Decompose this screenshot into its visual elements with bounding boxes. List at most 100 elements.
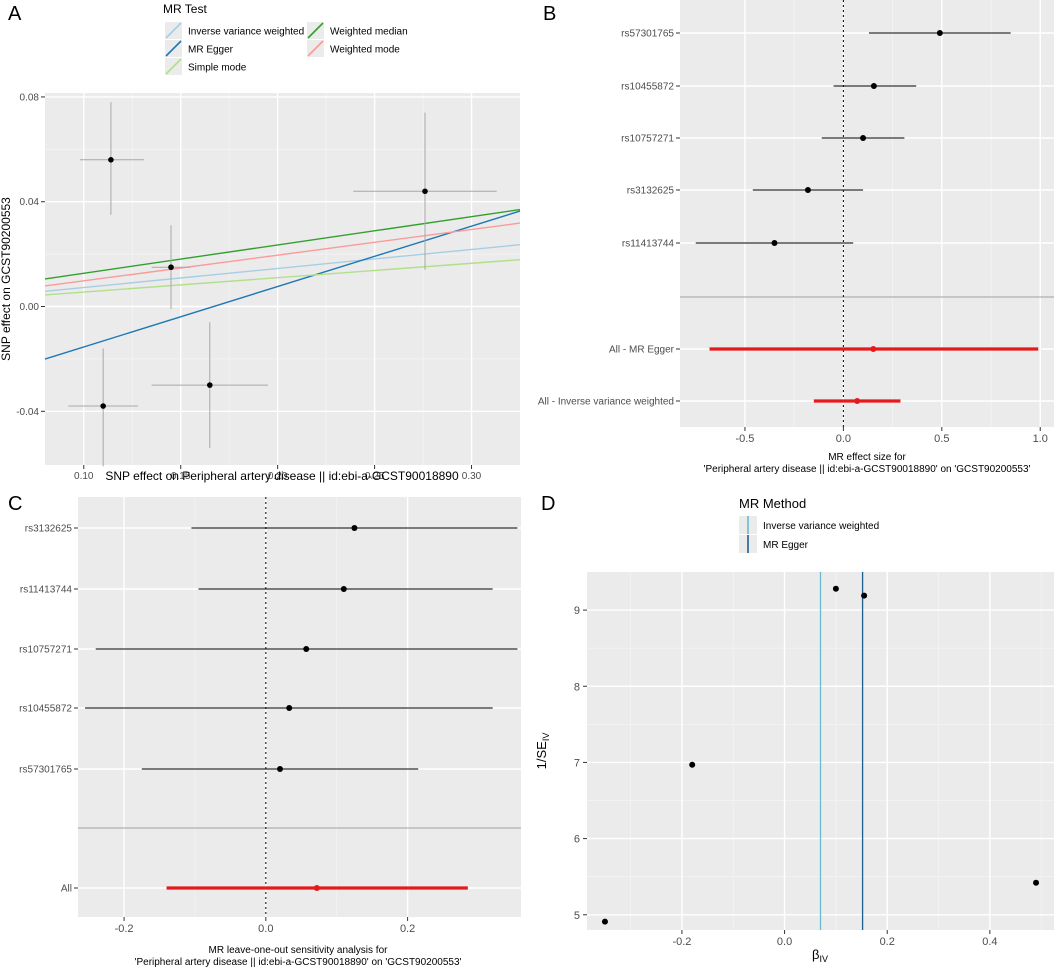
row-label: rs57301765	[621, 29, 674, 40]
x-axis-label-a: SNP effect on Peripheral artery disease …	[105, 469, 459, 483]
legend-label: MR Egger	[188, 45, 234, 56]
x-axis-label-c: 'Peripheral artery disease || id:ebi-a-G…	[135, 957, 462, 968]
y-tick-label: 0.08	[20, 92, 40, 103]
row-label: rs11413744	[20, 585, 73, 596]
data-point	[1033, 879, 1040, 886]
data-point	[100, 403, 106, 409]
row-label: All - Inverse variance weighted	[538, 397, 674, 408]
row-label: rs10455872	[621, 82, 674, 93]
x-tick-label: 0.5	[934, 433, 949, 445]
legend-key-line	[165, 40, 182, 57]
y-tick-label: 8	[574, 681, 580, 693]
legend-d: MR Method Inverse variance weighted MR Egg…	[739, 496, 879, 553]
axes-b: -0.5 0.0 0.5 1.0 rs57301765 rs10455872 rs10757…	[538, 29, 1048, 446]
regression-line	[44, 210, 521, 360]
data-point	[832, 585, 839, 592]
effect-point	[771, 240, 778, 246]
x-axis-label-d-main: β	[812, 947, 819, 962]
row-label: rs10757271	[621, 134, 674, 145]
panel-c: C -0.2 0.0 0.2 rs3132625 rs11413744 rs1075727…	[8, 493, 521, 968]
effect-point	[286, 705, 293, 711]
x-tick-label: 0.20	[268, 471, 288, 482]
row-label: rs10757271	[19, 645, 72, 656]
axes-c: -0.2 0.0 0.2 rs3132625 rs11413744 rs10757271 r…	[19, 524, 415, 936]
data-point	[422, 188, 428, 195]
effect-point	[860, 135, 867, 141]
x-tick-label: -0.2	[115, 923, 134, 935]
x-tick-label: 0.30	[462, 471, 482, 482]
legend-key-line	[307, 22, 324, 39]
regression-lines-a	[44, 208, 521, 360]
effect-point	[804, 187, 811, 193]
data-point	[861, 592, 868, 599]
effect-point	[936, 30, 943, 36]
data-point	[168, 264, 174, 271]
y-tick-label: 9	[574, 605, 580, 617]
x-tick-label: -0.2	[672, 936, 691, 948]
panel-b: B -0.5 0.0 0.5 1.0 rs57301765 rs10455872 rs107…	[538, 0, 1054, 475]
y-tick-label: 0.00	[20, 302, 40, 313]
y-tick-label: 0.04	[20, 197, 40, 208]
legend-label: MR Egger	[763, 540, 809, 551]
data-point	[601, 918, 608, 925]
legend-title: MR Test	[163, 2, 207, 16]
effect-point	[277, 766, 284, 772]
panel-letter-d: D	[541, 493, 555, 515]
x-tick-label: 0.15	[171, 471, 191, 482]
x-tick-label: 0.10	[74, 471, 94, 482]
grid-a	[45, 93, 520, 465]
panel-d: D MR Method Inverse variance weighted MR E…	[534, 493, 1054, 964]
panel-letter-a: A	[8, 3, 22, 25]
x-tick-label: 0.2	[880, 936, 895, 948]
legend-title: MR Method	[739, 496, 806, 511]
axes-a: 0.10 0.15 0.20 0.25 0.30 -0.04 0.00 0.04 0.08	[16, 92, 481, 482]
x-tick-label: 0.4	[982, 936, 997, 948]
plot-panel-c	[78, 497, 521, 917]
regression-line	[44, 258, 521, 296]
data-point	[206, 382, 213, 388]
legend-label: Weighted mode	[330, 45, 400, 56]
legend-label: Weighted median	[330, 27, 408, 38]
legend-key-line	[165, 58, 182, 75]
x-tick-label: 0.0	[777, 936, 792, 948]
x-axis-label-d: βIV	[812, 947, 828, 964]
x-tick-label: 0.0	[836, 433, 851, 445]
panel-letter-b: B	[543, 3, 556, 25]
rows-c	[85, 525, 518, 891]
regression-line	[44, 243, 521, 292]
x-axis-label-d-sub: IV	[819, 954, 828, 964]
plot-panel-a	[45, 93, 520, 465]
panel-a: A MR Test Inverse variance weighted MR Egg…	[0, 2, 521, 483]
x-tick-label: 0.25	[365, 471, 385, 482]
row-label: rs57301765	[19, 765, 72, 776]
x-axis-title-b: MR effect size for	[828, 452, 906, 463]
legend-a: MR Test Inverse variance weighted MR Egger…	[163, 2, 408, 75]
y-axis-label-d-sub: IV	[541, 733, 551, 742]
points-d	[601, 585, 1040, 925]
legend-label: Simple mode	[188, 63, 247, 74]
y-tick-label: 6	[574, 834, 580, 846]
y-axis-label-a: SNP effect on GCST90200553	[0, 197, 13, 361]
effect-point	[870, 83, 877, 89]
axes-d: -0.2 0.0 0.2 0.4 5 6 7 8 9	[574, 605, 998, 948]
row-label: All - MR Egger	[609, 345, 675, 356]
x-axis-title-c: MR leave-one-out sensitivity analysis fo…	[209, 945, 389, 956]
x-tick-label: 0.2	[400, 923, 415, 935]
effect-point	[351, 525, 358, 531]
effect-point	[870, 346, 877, 352]
plot-panel-b	[680, 0, 1054, 427]
effect-point	[303, 646, 310, 652]
row-label: rs3132625	[25, 524, 73, 535]
row-label: rs10455872	[19, 704, 72, 715]
effect-point	[340, 586, 347, 592]
panel-letter-c: C	[8, 493, 22, 515]
x-axis-label-b: 'Peripheral artery disease || id:ebi-a-G…	[704, 464, 1031, 475]
row-label: All	[61, 884, 72, 895]
y-axis-label-d: 1/SEIV	[534, 733, 551, 770]
y-tick-label: -0.04	[16, 407, 39, 418]
x-tick-label: 0.0	[258, 923, 273, 935]
x-tick-label: 1.0	[1033, 433, 1048, 445]
method-lines-d	[819, 572, 864, 930]
regression-line	[44, 208, 521, 280]
